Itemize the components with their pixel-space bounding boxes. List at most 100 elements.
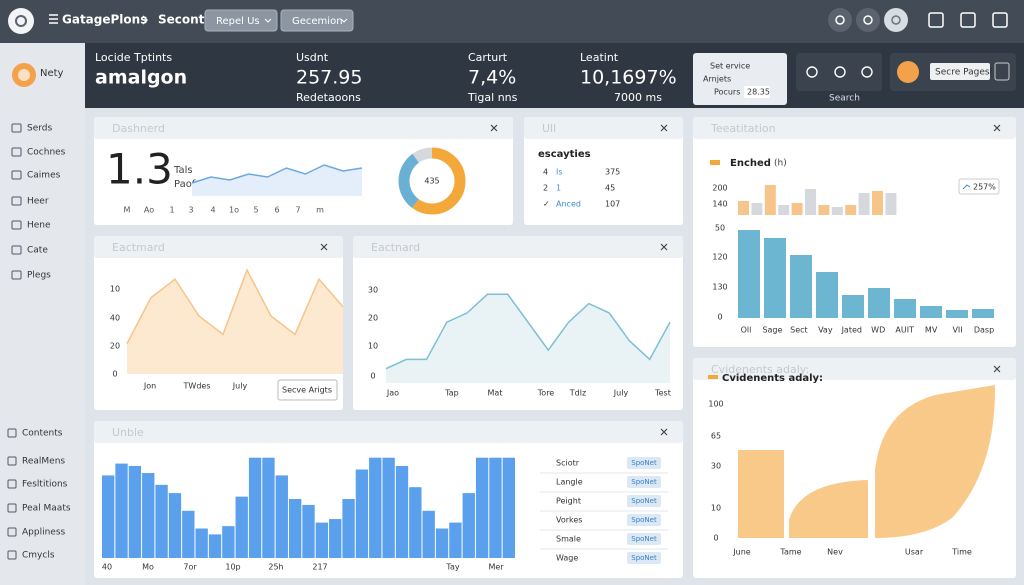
nav-icon [11, 220, 22, 230]
x-tick-label: July [232, 382, 248, 391]
bar [342, 499, 355, 558]
bar [816, 272, 838, 318]
x-tick-label: July [613, 389, 629, 398]
tool-icon[interactable] [834, 66, 846, 78]
bar [858, 193, 870, 215]
table-cell: 4 [543, 168, 548, 177]
label: 7,4% [468, 67, 516, 89]
bar [489, 457, 502, 558]
x-tick-label: 7 [295, 206, 300, 215]
table-cell: Anced [556, 200, 581, 209]
badge [627, 533, 661, 545]
y-tick-label: 130 [712, 283, 727, 292]
nav-item: Hene [27, 221, 51, 231]
bar [195, 528, 208, 558]
panel-title: Cvidenents adaly: [711, 363, 809, 376]
x-tick-label: Oll [741, 326, 752, 335]
x-tick-label: TWdes [183, 382, 211, 391]
button[interactable] [277, 379, 338, 401]
donut-segment [398, 147, 466, 215]
dropdown[interactable] [994, 62, 1010, 81]
nav-item: Cmycls [22, 551, 55, 561]
bar [222, 526, 235, 558]
bar [329, 519, 342, 558]
menu-button[interactable] [280, 9, 354, 32]
nav-item: Peal Maats [22, 504, 71, 514]
bar [208, 534, 222, 558]
area [386, 294, 670, 383]
label: Tigal nns [467, 91, 518, 104]
label: SpoNet [631, 516, 657, 524]
label: SpoNet [631, 478, 657, 486]
x-tick-label: Jao [386, 389, 399, 398]
close-icon[interactable] [660, 428, 668, 436]
bar [355, 469, 369, 558]
x-tick-label: Mo [142, 563, 154, 572]
bar [894, 299, 916, 318]
bar [868, 288, 890, 318]
close-icon[interactable] [660, 124, 668, 132]
badge [958, 178, 1000, 195]
panel-header [94, 236, 343, 258]
icon[interactable] [928, 12, 944, 28]
y-tick-label: 0 [717, 313, 722, 322]
tool-icon[interactable] [861, 66, 873, 78]
label: Secont [158, 13, 205, 27]
close-icon[interactable] [993, 365, 1001, 373]
x-tick-label: Jated [841, 326, 862, 335]
x-tick-label: 10p [225, 563, 240, 572]
nav-item: Cate [27, 246, 48, 256]
x-tick-label: 5 [253, 206, 258, 215]
panel-header [693, 358, 1016, 380]
bar [831, 207, 843, 215]
y-tick-label: 20 [368, 314, 378, 323]
bar [235, 496, 248, 558]
nav-item: Cochnes [27, 148, 66, 158]
search-label: Search [829, 94, 860, 104]
avatar-face [18, 69, 30, 81]
nav-item: Fesltitions [22, 480, 68, 490]
close-icon[interactable] [660, 243, 668, 251]
label: 28.35 [747, 88, 770, 97]
close-icon[interactable] [993, 124, 1001, 132]
bar [738, 201, 749, 215]
sidebar [0, 43, 85, 585]
panel-header [94, 117, 513, 139]
nav-item: Serds [27, 124, 53, 134]
label: Pocurs [714, 88, 740, 97]
bar [502, 457, 515, 558]
profile-button[interactable] [930, 63, 990, 80]
icon[interactable] [992, 12, 1008, 28]
x-tick-label: June [732, 548, 751, 557]
icon-button[interactable] [828, 8, 852, 32]
bar [128, 465, 142, 558]
bar [790, 255, 812, 318]
bar [182, 510, 195, 558]
icon-button[interactable] [884, 8, 908, 32]
x-tick-label: 1 [169, 206, 174, 215]
table-cell: 375 [605, 168, 620, 177]
label: Secre Pagesl [935, 68, 992, 78]
label: Secve Arigts [282, 386, 332, 395]
icon-button[interactable] [856, 8, 880, 32]
nav-icon [7, 527, 17, 537]
close-icon[interactable] [490, 124, 498, 132]
panel-title: Eactnard [371, 241, 420, 254]
y-tick-label: 65 [711, 432, 721, 441]
menu-button[interactable] [204, 9, 278, 32]
bar [751, 203, 763, 215]
panel-title: Eactmard [112, 241, 165, 254]
y-tick-label: 120 [712, 253, 727, 262]
x-tick-label: Tame [779, 548, 801, 557]
y-tick-label: 40 [110, 314, 120, 323]
label: 7000 ms [614, 91, 662, 104]
tool-icon[interactable] [806, 66, 818, 78]
list-item: Wage [556, 554, 578, 563]
icon[interactable] [960, 12, 976, 28]
table-cell: ✓ [543, 200, 550, 209]
nav-item: RealMens [22, 457, 65, 467]
label: 1.3 [106, 145, 173, 194]
label: Enched [730, 158, 771, 169]
close-icon[interactable] [320, 243, 328, 251]
